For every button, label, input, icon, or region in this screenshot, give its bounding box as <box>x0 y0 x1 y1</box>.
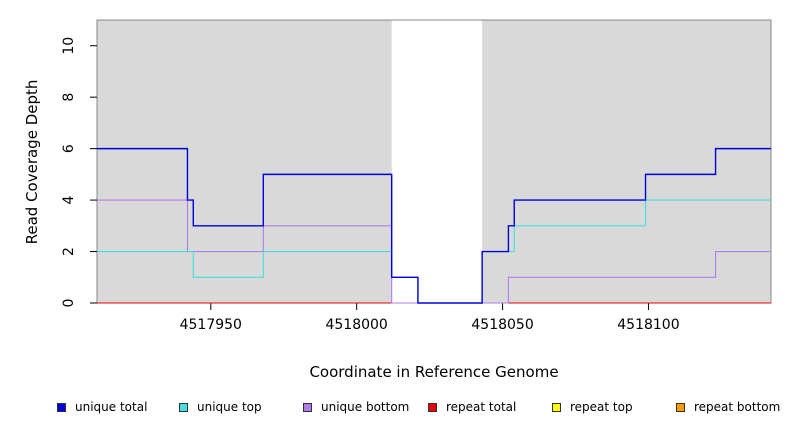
x-tick-label-4517950: 4517950 <box>180 317 242 333</box>
legend-item-unique-top: unique top <box>179 400 262 414</box>
y-tick-label-8: 8 <box>61 93 77 102</box>
legend-item-repeat-total: repeat total <box>428 400 516 414</box>
legend-item-repeat-bottom: repeat bottom <box>676 400 780 414</box>
legend-label: repeat top <box>570 400 633 414</box>
legend-swatch <box>552 402 561 412</box>
legend-item-unique-bottom: unique bottom <box>303 400 409 414</box>
legend-label: repeat bottom <box>694 400 781 414</box>
legend-item-repeat-top: repeat top <box>552 400 633 414</box>
legend-label: unique bottom <box>321 400 410 414</box>
legend-swatch <box>428 402 437 412</box>
legend-item-unique-total: unique total <box>57 400 147 414</box>
y-tick-label-0: 0 <box>61 299 77 308</box>
y-tick-label-10: 10 <box>61 37 77 55</box>
legend-label: repeat total <box>446 400 517 414</box>
y-tick-label-6: 6 <box>61 144 77 153</box>
x-tick-label-4518000: 4518000 <box>325 317 387 333</box>
series-line-unique-total <box>97 147 771 304</box>
coverage-chart: 4517950 4518000 4518050 4518100 0 2 4 6 8 10 Coor… <box>23 19 772 381</box>
legend-swatch <box>676 402 685 412</box>
legend-swatch <box>179 402 188 412</box>
shaded-region-1 <box>482 20 771 303</box>
y-tick-label-4: 4 <box>61 196 77 205</box>
y-tick-label-2: 2 <box>61 247 77 256</box>
x-tick-label-4518050: 4518050 <box>471 317 533 333</box>
y-axis-label: Read Coverage Depth <box>23 80 41 245</box>
legend: unique total unique top unique bottom repea… <box>0 400 792 420</box>
legend-swatch <box>57 402 66 412</box>
x-tick-label-4518100: 4518100 <box>617 317 679 333</box>
x-axis-label: Coordinate in Reference Genome <box>309 363 558 381</box>
legend-label: unique total <box>75 400 148 414</box>
legend-swatch <box>303 402 312 412</box>
legend-label: unique top <box>197 400 262 414</box>
shaded-region-0 <box>97 20 392 303</box>
